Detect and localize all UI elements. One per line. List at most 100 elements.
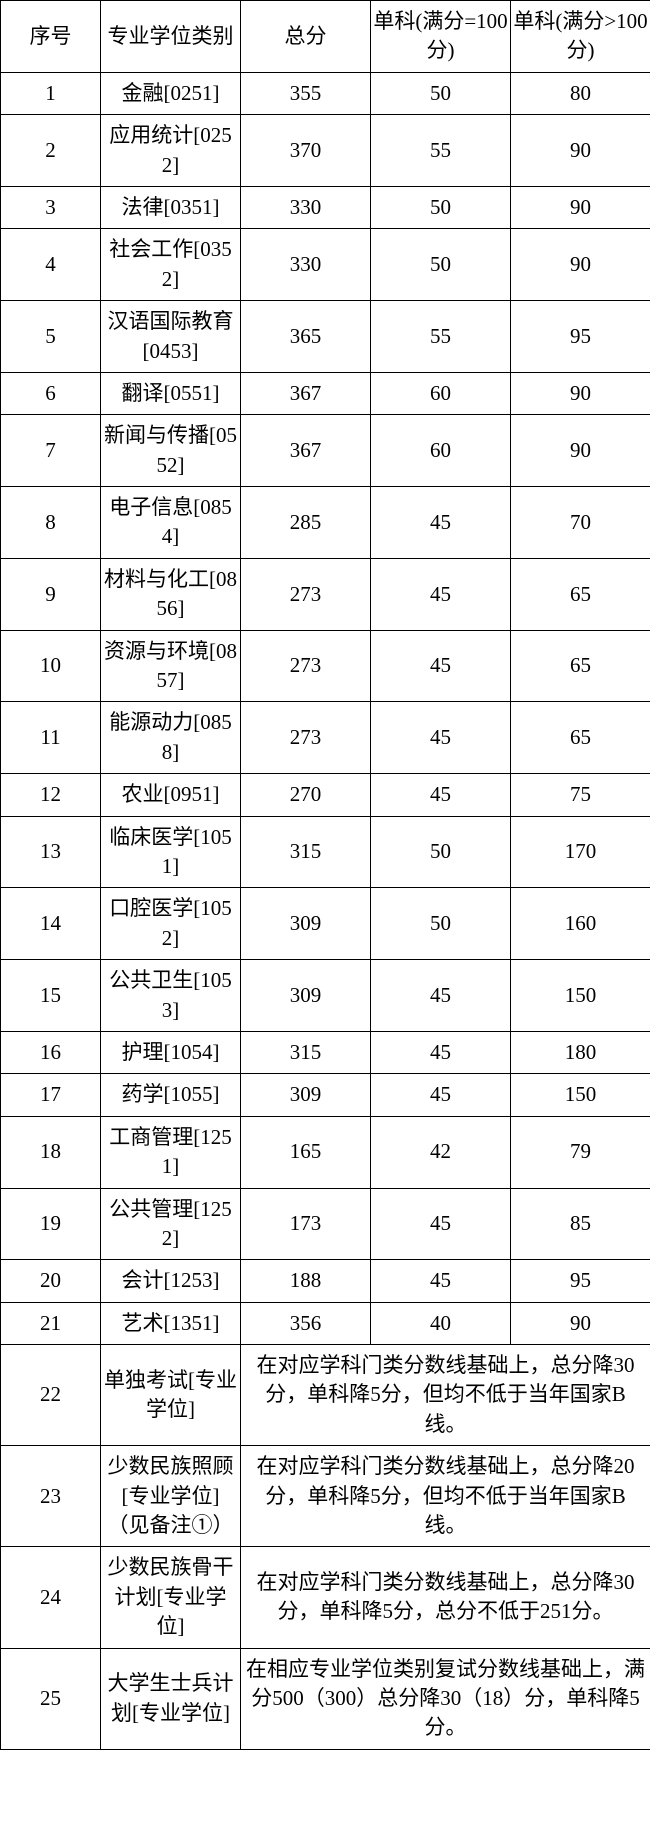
cell-category: 能源动力[0858] xyxy=(101,702,241,774)
table-row: 4社会工作[0352]3305090 xyxy=(1,229,650,301)
table-row: 21艺术[1351]3564090 xyxy=(1,1302,650,1344)
cell-total: 367 xyxy=(241,372,371,414)
cell-seq: 8 xyxy=(1,487,101,559)
cell-s2: 95 xyxy=(511,301,650,373)
cell-seq: 14 xyxy=(1,888,101,960)
cell-seq: 10 xyxy=(1,630,101,702)
table-row-merged: 23少数民族照顾[专业学位]（见备注①）在对应学科门类分数线基础上，总分降20分… xyxy=(1,1446,650,1547)
table-row: 15公共卫生[1053]30945150 xyxy=(1,960,650,1032)
table-row: 9材料与化工[0856]2734565 xyxy=(1,558,650,630)
cell-category: 社会工作[0352] xyxy=(101,229,241,301)
cell-seq: 17 xyxy=(1,1074,101,1116)
cell-total: 330 xyxy=(241,229,371,301)
table-row: 20会计[1253]1884595 xyxy=(1,1260,650,1302)
cell-category: 会计[1253] xyxy=(101,1260,241,1302)
cell-total: 370 xyxy=(241,115,371,187)
table-row-merged: 25大学生士兵计划[专业学位]在相应专业学位类别复试分数线基础上，满分500（3… xyxy=(1,1648,650,1749)
cell-category: 材料与化工[0856] xyxy=(101,558,241,630)
cell-s1: 45 xyxy=(371,1188,511,1260)
cell-s2: 85 xyxy=(511,1188,650,1260)
cell-s2: 90 xyxy=(511,186,650,228)
cell-category: 法律[0351] xyxy=(101,186,241,228)
cell-s2: 160 xyxy=(511,888,650,960)
cell-seq: 15 xyxy=(1,960,101,1032)
cell-s1: 45 xyxy=(371,487,511,559)
cell-s1: 45 xyxy=(371,1074,511,1116)
cell-total: 330 xyxy=(241,186,371,228)
cell-s2: 90 xyxy=(511,229,650,301)
cell-seq: 25 xyxy=(1,1648,101,1749)
cell-total: 309 xyxy=(241,1074,371,1116)
cell-seq: 18 xyxy=(1,1116,101,1188)
cell-s1: 50 xyxy=(371,888,511,960)
cell-total: 315 xyxy=(241,1031,371,1073)
cell-category: 大学生士兵计划[专业学位] xyxy=(101,1648,241,1749)
cell-total: 356 xyxy=(241,1302,371,1344)
table-row: 12农业[0951]2704575 xyxy=(1,774,650,816)
cell-total: 273 xyxy=(241,630,371,702)
cell-category: 口腔医学[1052] xyxy=(101,888,241,960)
cell-seq: 3 xyxy=(1,186,101,228)
cell-category: 艺术[1351] xyxy=(101,1302,241,1344)
cell-total: 309 xyxy=(241,888,371,960)
cell-s2: 95 xyxy=(511,1260,650,1302)
cell-s2: 90 xyxy=(511,415,650,487)
table-row: 2应用统计[0252]3705590 xyxy=(1,115,650,187)
cell-total: 285 xyxy=(241,487,371,559)
cell-s1: 45 xyxy=(371,702,511,774)
table-row: 19公共管理[1252]1734585 xyxy=(1,1188,650,1260)
cell-seq: 24 xyxy=(1,1547,101,1648)
cell-category: 翻译[0551] xyxy=(101,372,241,414)
cell-total: 273 xyxy=(241,702,371,774)
cell-seq: 6 xyxy=(1,372,101,414)
cell-total: 270 xyxy=(241,774,371,816)
cell-total: 367 xyxy=(241,415,371,487)
cell-category: 工商管理[1251] xyxy=(101,1116,241,1188)
cell-category: 金融[0251] xyxy=(101,72,241,114)
header-seq: 序号 xyxy=(1,1,101,73)
cell-total: 165 xyxy=(241,1116,371,1188)
cell-s2: 65 xyxy=(511,702,650,774)
cell-category: 电子信息[0854] xyxy=(101,487,241,559)
cell-category: 药学[1055] xyxy=(101,1074,241,1116)
cell-s1: 55 xyxy=(371,115,511,187)
cell-s1: 42 xyxy=(371,1116,511,1188)
table-row: 1金融[0251]3555080 xyxy=(1,72,650,114)
table-row: 6翻译[0551]3676090 xyxy=(1,372,650,414)
cell-s2: 150 xyxy=(511,960,650,1032)
cell-s2: 170 xyxy=(511,816,650,888)
cell-category: 公共管理[1252] xyxy=(101,1188,241,1260)
cell-s2: 80 xyxy=(511,72,650,114)
cell-merged-note: 在相应专业学位类别复试分数线基础上，满分500（300）总分降30（18）分，单… xyxy=(241,1648,650,1749)
header-subject-gt100: 单科(满分>100分) xyxy=(511,1,650,73)
table-body: 1金融[0251]35550802应用统计[0252]37055903法律[03… xyxy=(1,72,650,1749)
table-row-merged: 22单独考试[专业学位]在对应学科门类分数线基础上，总分降30分，单科降5分，但… xyxy=(1,1345,650,1446)
cell-s1: 45 xyxy=(371,558,511,630)
table-row: 11能源动力[0858]2734565 xyxy=(1,702,650,774)
cell-total: 173 xyxy=(241,1188,371,1260)
cell-seq: 13 xyxy=(1,816,101,888)
cell-s1: 45 xyxy=(371,960,511,1032)
cell-s2: 90 xyxy=(511,372,650,414)
header-category: 专业学位类别 xyxy=(101,1,241,73)
cell-category: 公共卫生[1053] xyxy=(101,960,241,1032)
cell-merged-note: 在对应学科门类分数线基础上，总分降30分，单科降5分，但均不低于当年国家B线。 xyxy=(241,1345,650,1446)
cell-seq: 4 xyxy=(1,229,101,301)
cell-s1: 45 xyxy=(371,1260,511,1302)
table-row: 18工商管理[1251]1654279 xyxy=(1,1116,650,1188)
cell-category: 单独考试[专业学位] xyxy=(101,1345,241,1446)
cell-s1: 60 xyxy=(371,415,511,487)
header-total: 总分 xyxy=(241,1,371,73)
cell-seq: 21 xyxy=(1,1302,101,1344)
cell-category: 新闻与传播[0552] xyxy=(101,415,241,487)
cell-category: 护理[1054] xyxy=(101,1031,241,1073)
cell-total: 188 xyxy=(241,1260,371,1302)
cell-s2: 180 xyxy=(511,1031,650,1073)
cell-seq: 11 xyxy=(1,702,101,774)
cell-s2: 90 xyxy=(511,1302,650,1344)
table-row: 7新闻与传播[0552]3676090 xyxy=(1,415,650,487)
cell-merged-note: 在对应学科门类分数线基础上，总分降30分，单科降5分，总分不低于251分。 xyxy=(241,1547,650,1648)
table-row: 14口腔医学[1052]30950160 xyxy=(1,888,650,960)
table-row: 5汉语国际教育[0453]3655595 xyxy=(1,301,650,373)
cell-seq: 23 xyxy=(1,1446,101,1547)
